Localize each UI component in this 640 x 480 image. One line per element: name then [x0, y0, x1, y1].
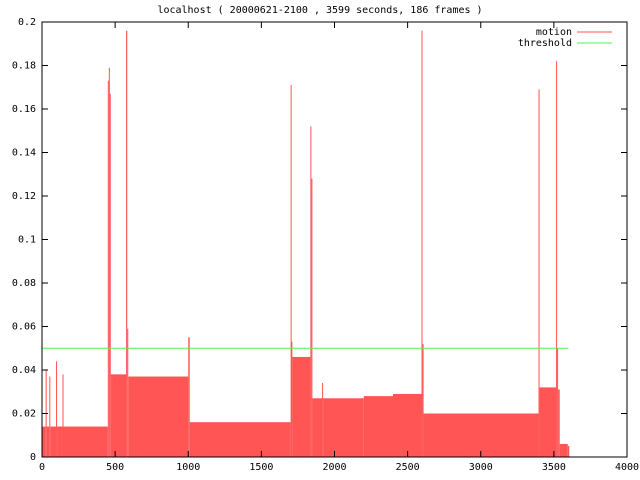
motion-bar [363, 396, 393, 457]
y-tick-label: 0.12 [12, 191, 36, 202]
y-tick-label: 0.08 [12, 278, 36, 289]
motion-bar [56, 361, 58, 457]
motion-bar [538, 89, 540, 458]
motion-bar [557, 348, 559, 457]
y-tick-label: 0.02 [12, 409, 36, 420]
x-tick-label: 1500 [249, 462, 273, 473]
x-tick-label: 3500 [542, 462, 566, 473]
motion-bar [393, 393, 422, 457]
motion-bar [421, 30, 423, 457]
motion-bar [128, 376, 189, 457]
motion-bar [49, 376, 51, 457]
motion-bar [556, 61, 558, 458]
motion-bar [107, 80, 109, 457]
x-tick-label: 2500 [396, 462, 420, 473]
x-tick-label: 2000 [322, 462, 346, 473]
motion-bar [108, 67, 110, 458]
motion-bar [42, 426, 46, 457]
y-tick-label: 0.06 [12, 322, 36, 333]
x-tick-label: 0 [39, 462, 45, 473]
motion-bar [292, 356, 311, 457]
motion-bar [422, 343, 424, 457]
motion-bar [109, 93, 111, 458]
motion-bar [290, 85, 292, 457]
y-tick-label: 0.2 [18, 17, 36, 28]
motion-bar [559, 443, 568, 457]
motion-bar [63, 426, 108, 457]
y-tick-label: 0.14 [12, 148, 36, 159]
motion-bar [62, 374, 64, 457]
motion-bar [50, 426, 57, 457]
x-tick-label: 3000 [469, 462, 493, 473]
motion-bar [311, 178, 313, 457]
legend-label: threshold [518, 38, 572, 49]
x-tick-label: 1000 [176, 462, 200, 473]
y-tick-label: 0 [30, 452, 36, 463]
motion-bar [188, 337, 190, 457]
motion-bar [57, 426, 63, 457]
motion-bar [567, 446, 570, 457]
motion-bar [322, 383, 324, 457]
motion-bar [310, 126, 312, 458]
y-tick-label: 0.1 [18, 235, 36, 246]
motion-bar [323, 398, 364, 457]
motion-bar [46, 426, 50, 457]
motion-bar [539, 387, 557, 457]
motion-bar [312, 398, 323, 457]
motion-bar [189, 422, 291, 457]
motion-bar [558, 389, 560, 457]
motion-bar [126, 30, 128, 457]
x-tick-label: 4000 [615, 462, 639, 473]
x-tick-label: 500 [106, 462, 124, 473]
chart-title: localhost ( 20000621-2100 , 3599 seconds… [157, 5, 482, 16]
y-tick-label: 0.16 [12, 104, 36, 115]
motion-bar [423, 413, 539, 457]
y-tick-label: 0.18 [12, 61, 36, 72]
motion-bar [291, 341, 293, 457]
y-tick-label: 0.04 [12, 365, 36, 376]
motion-bar [110, 374, 127, 457]
legend-label: motion [536, 27, 572, 38]
motion-bar [127, 328, 129, 457]
